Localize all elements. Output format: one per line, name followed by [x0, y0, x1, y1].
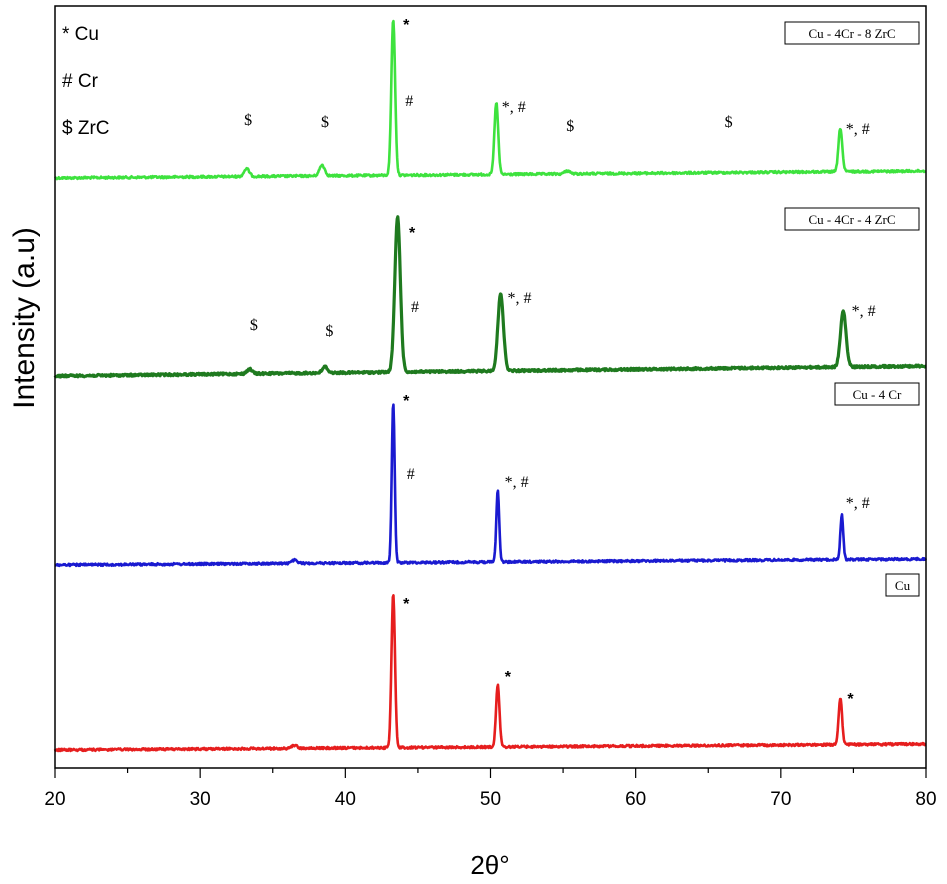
peak-annotation: *, # — [846, 121, 870, 138]
x-axis-title: 2θ° — [470, 850, 509, 880]
x-axis: 20 30 40 50 60 70 80 — [44, 768, 937, 810]
phase-key-entry: # Cr — [62, 71, 99, 92]
peak-annotation-group: $ $ * # *, # $ $ *, # $ $ * # *, # *, # * # *, # *, # * * * — [244, 17, 876, 708]
peak-annotation: $ — [566, 118, 574, 135]
peak-annotation: $ — [725, 114, 733, 131]
peak-annotation: *, # — [846, 495, 870, 512]
x-tick-label: 60 — [625, 789, 646, 810]
x-tick-label: 30 — [190, 789, 211, 810]
series-line-2 — [53, 215, 927, 379]
sample-label-box — [885, 573, 920, 597]
series-line-3 — [54, 403, 928, 568]
peak-annotation: $ — [250, 317, 258, 334]
peak-annotation: *, # — [852, 303, 876, 320]
peak-annotation: # — [411, 299, 419, 316]
peak-annotation: * — [409, 225, 416, 242]
sample-label: Cu - 4 Cr — [853, 387, 902, 402]
trace-group — [53, 19, 928, 753]
peak-annotation: $ — [325, 323, 333, 340]
peak-annotation: * — [403, 596, 410, 613]
series-line-1 — [53, 19, 927, 181]
x-tick-label: 70 — [770, 789, 791, 810]
sample-label-box — [834, 382, 920, 406]
y-axis-title: Intensity (a.u) — [8, 227, 41, 409]
peak-annotation: *, # — [505, 474, 529, 491]
peak-annotation: * — [847, 691, 854, 708]
peak-annotation: $ — [244, 112, 252, 129]
x-tick-label: 80 — [915, 789, 936, 810]
peak-annotation: * — [403, 393, 410, 410]
series-line-4 — [53, 594, 927, 753]
peak-annotation: # — [407, 466, 415, 483]
x-tick-label: 50 — [480, 789, 501, 810]
x-tick-label: 20 — [44, 789, 65, 810]
peak-annotation: *, # — [508, 290, 532, 307]
sample-label: Cu — [895, 578, 911, 593]
phase-key-entry: $ ZrC — [62, 118, 110, 139]
peak-annotation: $ — [321, 114, 329, 131]
sample-label-box — [784, 207, 920, 231]
sample-label: Cu - 4Cr - 8 ZrC — [808, 26, 895, 41]
peak-annotation: # — [405, 93, 413, 110]
sample-label-group: Cu - 4Cr - 8 ZrC Cu - 4Cr - 4 ZrC Cu - 4 C… — [784, 21, 920, 597]
sample-label: Cu - 4Cr - 4 ZrC — [808, 212, 895, 227]
plot-frame — [54, 5, 927, 769]
x-tick-label: 40 — [335, 789, 356, 810]
peak-annotation: * — [403, 17, 410, 34]
peak-annotation: *, # — [502, 99, 526, 116]
sample-label-box — [784, 21, 920, 45]
phase-key-entry: * Cu — [62, 24, 99, 45]
phase-key: * Cu # Cr $ ZrC — [62, 24, 110, 139]
peak-annotation: * — [505, 669, 512, 686]
